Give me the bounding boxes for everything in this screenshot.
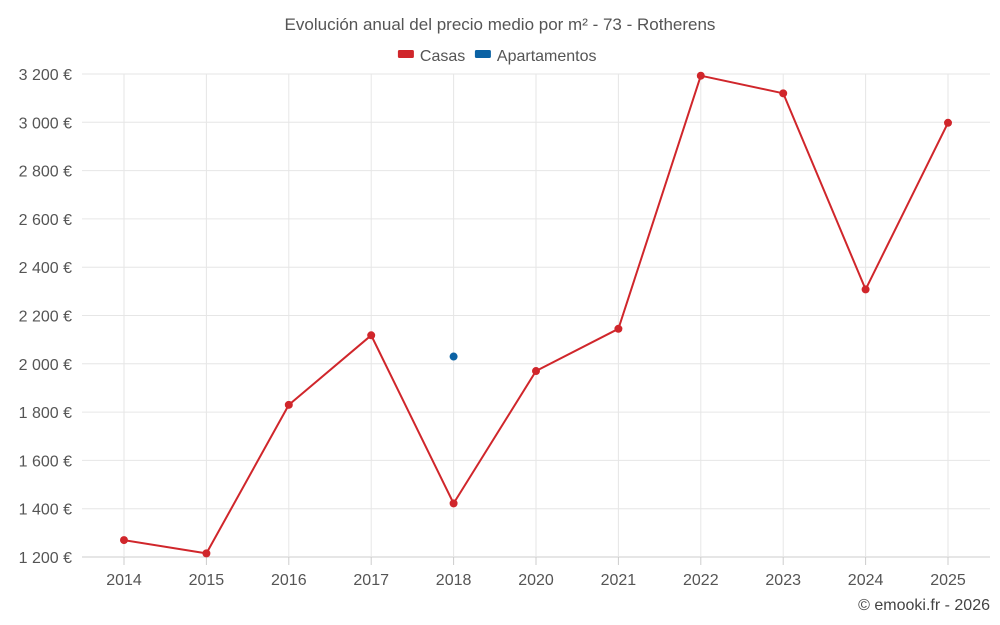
y-tick-label: 1 800 € <box>19 405 72 422</box>
data-point-casas <box>284 400 293 409</box>
x-tick-label: 2023 <box>765 572 801 589</box>
axis-layer: 1 200 € 1 400 € 1 600 € 1 800 € 2 000 € 2 200… <box>19 67 966 589</box>
x-tick-label: 2020 <box>518 572 554 589</box>
data-point-casas <box>779 89 788 98</box>
data-point-casas <box>367 331 376 340</box>
y-tick-label: 3 000 € <box>19 115 72 132</box>
data-point-casas <box>532 367 540 376</box>
chart-title: Evolución anual del precio medio por m² … <box>285 15 716 34</box>
legend-label-casas: Casas <box>420 48 465 65</box>
y-tick-label: 1 400 € <box>19 502 72 519</box>
y-tick-label: 2 200 € <box>19 309 72 326</box>
data-point-casas <box>944 118 952 127</box>
y-tick-label: 2 000 € <box>19 357 72 374</box>
data-point-casas <box>202 549 211 558</box>
x-tick-label: 2018 <box>436 572 472 589</box>
x-tick-label: 2025 <box>930 572 966 589</box>
x-tick-label: 2016 <box>271 572 307 589</box>
data-point-casas <box>861 285 870 294</box>
y-tick-label: 2 800 € <box>19 164 72 181</box>
y-tick-label: 2 600 € <box>19 212 72 229</box>
y-tick-label: 3 200 € <box>19 67 72 84</box>
data-point-casas <box>696 71 705 80</box>
x-tick-label: 2021 <box>601 572 637 589</box>
y-tick-label: 1 600 € <box>19 453 72 470</box>
x-tick-label: 2024 <box>848 572 884 589</box>
legend-swatch-casas <box>397 50 414 58</box>
legend-swatch-apartamentos <box>474 50 491 58</box>
grid-layer <box>82 73 990 558</box>
x-tick-label: 2022 <box>683 572 719 589</box>
x-tick-label: 2014 <box>106 572 142 589</box>
y-tick-label: 1 200 € <box>19 550 72 567</box>
credit-text: © emooki.fr - 2026 <box>858 597 990 614</box>
data-point-casas <box>614 324 623 333</box>
legend: Casas Apartamentos <box>397 48 597 65</box>
data-point-apartamentos <box>449 352 458 361</box>
y-tick-label: 2 400 € <box>19 260 72 277</box>
x-tick-label: 2017 <box>353 572 389 589</box>
data-point-casas <box>120 536 128 545</box>
x-tick-label: 2015 <box>189 572 225 589</box>
series-layer <box>120 71 952 558</box>
legend-label-apartamentos: Apartamentos <box>497 48 597 65</box>
data-point-casas <box>449 499 458 508</box>
